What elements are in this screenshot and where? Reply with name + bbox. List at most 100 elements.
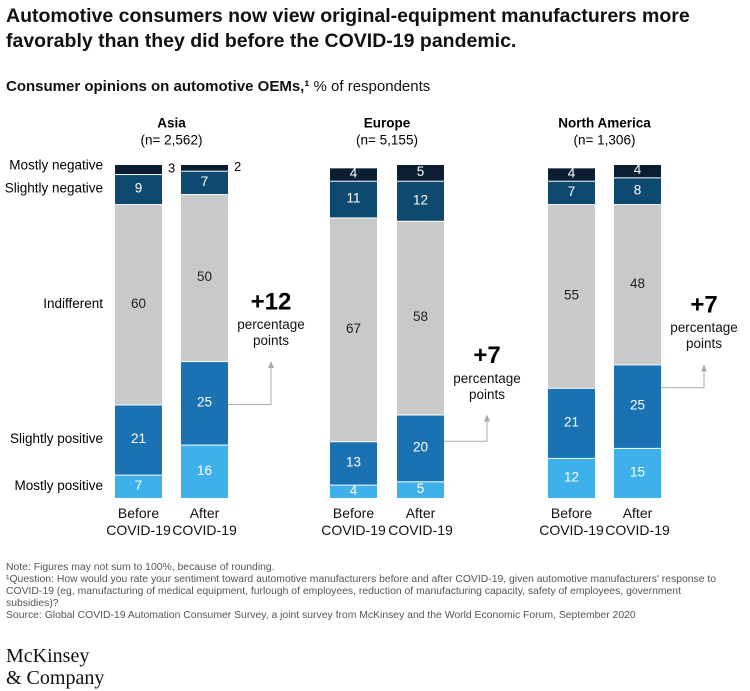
delta-arrow	[268, 361, 274, 369]
bar-segment	[614, 365, 661, 448]
delta-bracket	[661, 370, 705, 389]
value-label: 4	[568, 166, 576, 181]
panel-subtitle: (n= 1,306)	[574, 133, 636, 148]
value-label: 48	[630, 276, 645, 291]
bar-segment	[548, 181, 595, 205]
x-tick-label: After COVID-19	[605, 505, 670, 538]
bar-segment	[115, 175, 162, 205]
logo: McKinsey & Company	[6, 645, 104, 689]
value-label: 5	[417, 164, 425, 179]
value-label: 58	[413, 309, 428, 324]
value-label: 7	[135, 478, 143, 493]
value-label: 25	[197, 394, 212, 409]
delta-value: +7	[690, 292, 717, 319]
bar-segment	[330, 218, 377, 442]
delta-label: percentage points	[237, 317, 305, 349]
bar-segment	[614, 178, 661, 205]
bar-segment	[614, 448, 661, 498]
value-label: 4	[350, 483, 358, 498]
delta-label: percentage points	[453, 370, 521, 402]
delta-label: percentage points	[670, 320, 738, 352]
value-label: 21	[131, 431, 146, 446]
bar-segment	[397, 221, 444, 415]
panel-subtitle: (n= 5,155)	[356, 133, 418, 148]
panel-title: Europe	[364, 116, 411, 131]
title: Automotive consumers now view original-e…	[6, 5, 690, 52]
legend-label: Slightly negative	[5, 181, 103, 196]
delta-bracket	[228, 367, 272, 405]
logo-line: McKinsey	[6, 645, 90, 667]
bar-segment	[397, 482, 444, 498]
delta-bracket	[444, 420, 488, 442]
value-label: 4	[350, 166, 358, 181]
value-label: 7	[568, 184, 576, 199]
bar-segment	[330, 485, 377, 498]
legend-label: Mostly negative	[9, 158, 103, 173]
footnote: ¹Question: How would you rate your senti…	[6, 574, 717, 609]
bar-segment	[397, 165, 444, 181]
legend-label: Slightly positive	[10, 431, 103, 446]
bar-segment	[181, 171, 228, 195]
unit: % of respondents	[313, 78, 431, 95]
value-label: 3	[168, 160, 175, 175]
panel-title: North America	[558, 116, 651, 131]
bar-segment	[614, 165, 661, 178]
note: Note: Figures may not sum to 100%, becau…	[6, 562, 275, 573]
value-label: 5	[417, 481, 425, 496]
bar-segment	[548, 168, 595, 181]
source: Source: Global COVID-19 Automation Consu…	[6, 610, 636, 621]
value-label: 15	[630, 465, 645, 480]
x-tick-label: Before COVID-19	[321, 505, 386, 538]
panel-title: Asia	[157, 116, 186, 131]
subtitle: Consumer opinions on automotive OEMs,¹	[6, 78, 310, 95]
bar-segment	[115, 165, 162, 175]
bar-segment	[548, 388, 595, 458]
bar-segment	[397, 181, 444, 221]
x-tick-label: Before COVID-19	[539, 505, 604, 538]
x-tick-label: After COVID-19	[388, 505, 453, 538]
bar-segment	[181, 165, 228, 171]
bar-segment	[115, 475, 162, 498]
value-label: 60	[131, 296, 146, 311]
value-label: 13	[346, 454, 361, 469]
bar-segment	[330, 181, 377, 218]
bar-segment	[614, 205, 661, 365]
value-label: 12	[413, 192, 428, 207]
delta-value: +12	[251, 288, 292, 315]
bar-segment	[548, 205, 595, 388]
delta-value: +7	[473, 342, 500, 369]
value-label: 9	[135, 181, 143, 196]
notes: Note: Figures may not sum to 100%, becau…	[6, 562, 736, 622]
bar-segment	[330, 442, 377, 485]
value-label: 16	[197, 463, 212, 478]
legend-label: Mostly positive	[14, 478, 103, 493]
delta-arrow	[484, 414, 490, 422]
value-label: 25	[630, 398, 645, 413]
bar-segment	[548, 458, 595, 498]
value-label: 50	[197, 269, 212, 284]
value-label: 67	[346, 321, 361, 336]
bar-segment	[115, 205, 162, 405]
value-label: 20	[413, 439, 428, 454]
value-label: 55	[564, 287, 579, 302]
x-tick-label: After COVID-19	[172, 505, 237, 538]
value-label: 7	[201, 174, 209, 189]
value-label: 8	[634, 182, 642, 197]
panel-subtitle: (n= 2,562)	[141, 133, 203, 148]
logo-line: & Company	[6, 667, 105, 689]
bar-segment	[181, 362, 228, 445]
bar-segment	[181, 445, 228, 498]
value-label: 2	[234, 159, 241, 174]
legend-label: Indifferent	[43, 296, 103, 311]
value-label: 21	[564, 414, 579, 429]
subtitle-row: Consumer opinions on automotive OEMs,¹ %…	[6, 78, 430, 95]
value-label: 11	[346, 191, 360, 206]
bar-segment	[397, 415, 444, 482]
value-label: 4	[634, 162, 642, 177]
bar-segment	[181, 195, 228, 362]
value-label: 12	[564, 470, 579, 485]
bar-segment	[115, 405, 162, 475]
x-tick-label: Before COVID-19	[106, 505, 171, 538]
bar-segment	[330, 168, 377, 181]
